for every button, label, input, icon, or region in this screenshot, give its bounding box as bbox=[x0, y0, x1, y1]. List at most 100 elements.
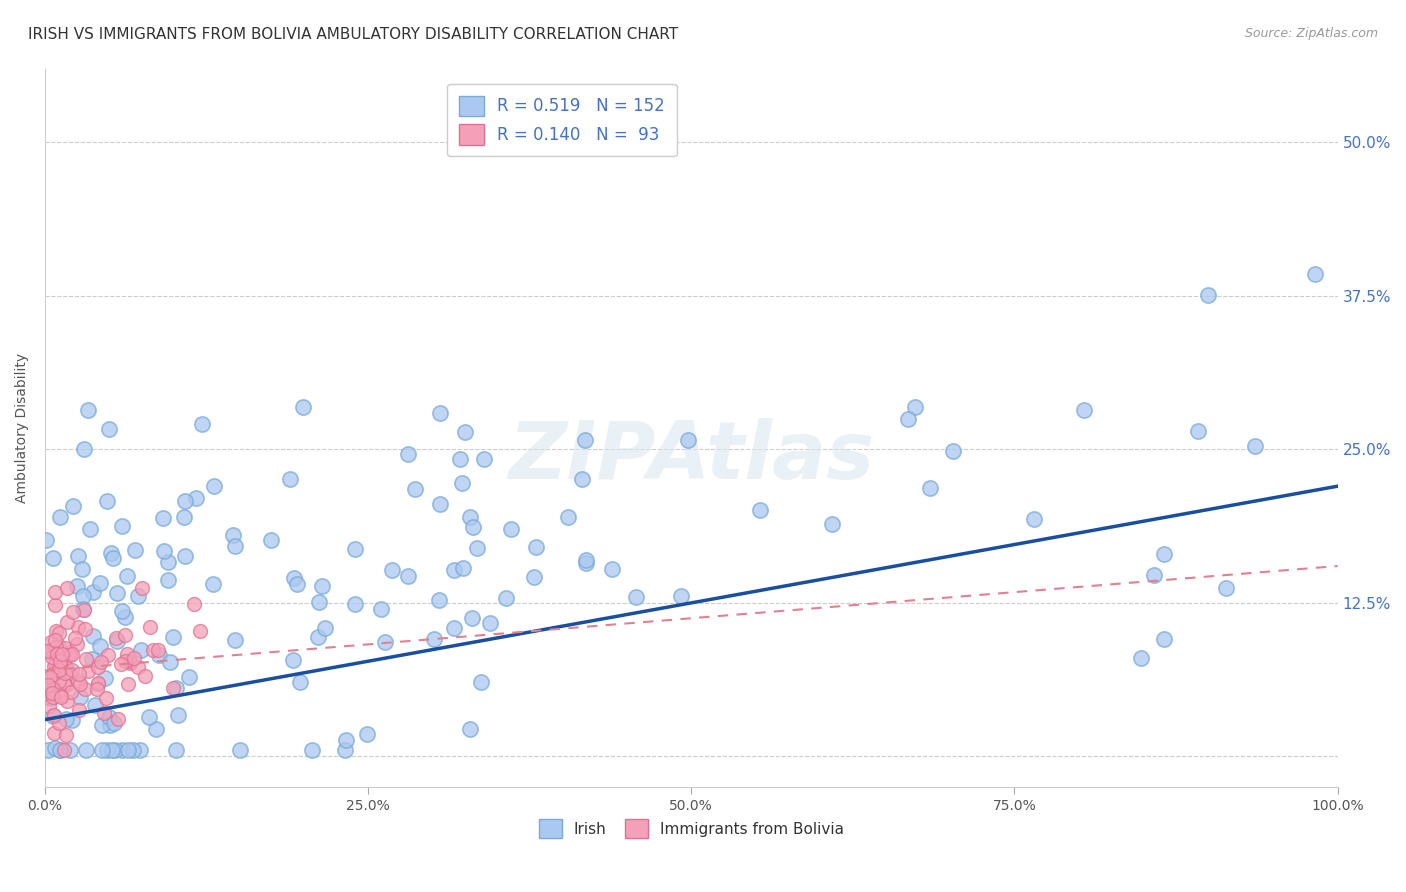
Point bbox=[575, 556, 598, 570]
Point bbox=[1303, 267, 1326, 281]
Point bbox=[222, 528, 245, 542]
Point bbox=[152, 511, 174, 525]
Point bbox=[49, 657, 72, 671]
Point bbox=[904, 401, 927, 415]
Point bbox=[48, 664, 70, 678]
Point bbox=[356, 727, 378, 741]
Point bbox=[122, 743, 145, 757]
Point bbox=[942, 443, 965, 458]
Point bbox=[458, 509, 481, 524]
Point bbox=[98, 718, 121, 732]
Point bbox=[59, 645, 82, 659]
Point bbox=[190, 417, 212, 432]
Point bbox=[676, 433, 699, 447]
Point bbox=[62, 499, 84, 513]
Point bbox=[38, 699, 60, 714]
Point bbox=[55, 660, 77, 674]
Point bbox=[145, 722, 167, 736]
Point bbox=[70, 562, 93, 576]
Point bbox=[202, 479, 225, 493]
Point bbox=[333, 743, 356, 757]
Point bbox=[451, 561, 474, 575]
Point bbox=[41, 678, 63, 692]
Point bbox=[292, 400, 315, 414]
Point bbox=[162, 681, 184, 695]
Point bbox=[75, 743, 97, 757]
Point bbox=[60, 663, 83, 677]
Point bbox=[38, 670, 60, 684]
Text: ZIPAtlas: ZIPAtlas bbox=[508, 417, 875, 496]
Point bbox=[91, 718, 114, 732]
Point bbox=[115, 647, 138, 661]
Point bbox=[1153, 632, 1175, 646]
Point bbox=[59, 648, 82, 662]
Point bbox=[1187, 424, 1209, 438]
Point bbox=[39, 643, 62, 657]
Point bbox=[51, 647, 73, 661]
Point bbox=[89, 576, 111, 591]
Point bbox=[86, 681, 108, 696]
Point bbox=[463, 520, 485, 534]
Point bbox=[380, 563, 402, 577]
Point bbox=[75, 682, 97, 697]
Point bbox=[557, 510, 579, 524]
Point bbox=[48, 639, 70, 653]
Point bbox=[260, 533, 283, 547]
Point bbox=[165, 681, 187, 695]
Point bbox=[49, 654, 72, 668]
Point bbox=[82, 584, 104, 599]
Point bbox=[39, 644, 62, 658]
Point bbox=[281, 653, 304, 667]
Point bbox=[897, 412, 920, 426]
Point bbox=[58, 665, 80, 680]
Point bbox=[73, 442, 96, 457]
Point bbox=[66, 674, 89, 689]
Point bbox=[920, 481, 942, 495]
Point bbox=[1024, 512, 1046, 526]
Point bbox=[101, 551, 124, 566]
Point bbox=[55, 581, 77, 595]
Point bbox=[458, 722, 481, 736]
Point bbox=[301, 743, 323, 757]
Point bbox=[308, 595, 330, 609]
Point bbox=[443, 563, 465, 577]
Point bbox=[93, 706, 115, 721]
Point bbox=[749, 503, 772, 517]
Point bbox=[311, 579, 333, 593]
Point bbox=[117, 743, 139, 757]
Point bbox=[97, 648, 120, 663]
Point bbox=[72, 601, 94, 615]
Point bbox=[82, 629, 104, 643]
Point bbox=[41, 635, 63, 649]
Point bbox=[60, 685, 83, 699]
Point bbox=[69, 677, 91, 691]
Point bbox=[60, 648, 83, 662]
Point bbox=[115, 569, 138, 583]
Point bbox=[52, 648, 75, 663]
Point bbox=[138, 620, 160, 634]
Point bbox=[1244, 439, 1267, 453]
Point bbox=[48, 673, 70, 688]
Point bbox=[157, 555, 180, 569]
Point bbox=[454, 425, 477, 440]
Point bbox=[44, 664, 66, 678]
Point bbox=[314, 622, 336, 636]
Point bbox=[114, 628, 136, 642]
Point bbox=[48, 743, 70, 757]
Point bbox=[49, 743, 72, 757]
Point bbox=[467, 541, 489, 555]
Point bbox=[37, 743, 59, 757]
Point bbox=[67, 702, 90, 716]
Point bbox=[156, 573, 179, 587]
Point bbox=[600, 562, 623, 576]
Point bbox=[79, 522, 101, 536]
Point bbox=[75, 652, 97, 666]
Point bbox=[374, 635, 396, 649]
Point bbox=[73, 603, 96, 617]
Point bbox=[162, 630, 184, 644]
Point bbox=[44, 599, 66, 613]
Point bbox=[48, 510, 70, 524]
Point bbox=[103, 715, 125, 730]
Point bbox=[42, 709, 65, 723]
Point bbox=[44, 707, 66, 722]
